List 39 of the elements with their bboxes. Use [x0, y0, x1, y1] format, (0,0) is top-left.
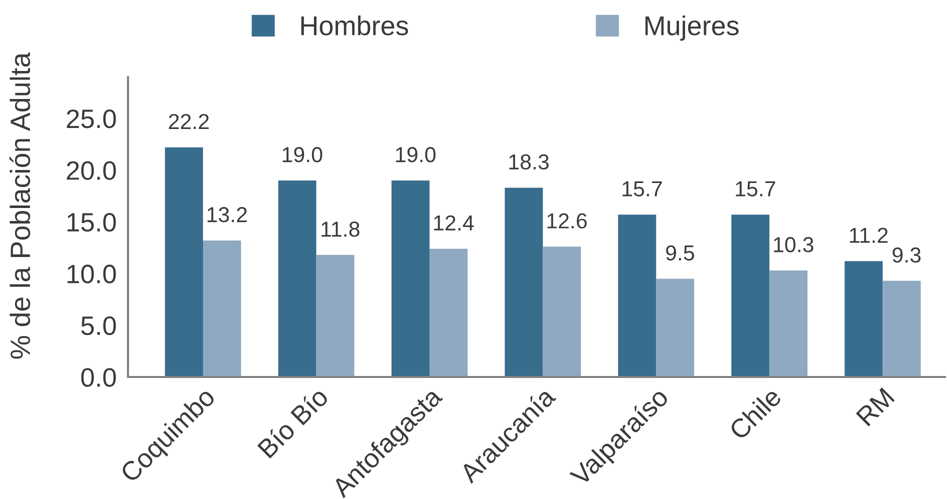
y-tick-label: 0.0	[81, 368, 116, 387]
data-label: 9.3	[892, 247, 921, 263]
y-tick-label: 10.0	[68, 264, 116, 284]
data-label: 10.3	[774, 237, 814, 252]
bar	[542, 246, 581, 377]
bar	[202, 240, 242, 377]
data-label: 12.4	[434, 215, 474, 230]
data-label: 15.7	[736, 181, 776, 196]
bar	[656, 278, 694, 377]
bar	[844, 261, 883, 377]
data-label: 15.7	[622, 181, 662, 196]
data-label: 19.0	[396, 147, 436, 162]
legend-label: Mujeres	[645, 15, 739, 41]
data-label: 13.2	[208, 207, 247, 222]
data-label: 11.2	[850, 228, 888, 243]
bar	[504, 188, 543, 377]
bar	[882, 280, 921, 377]
bar	[430, 248, 468, 377]
bar	[769, 270, 808, 377]
data-label: 18.3	[509, 154, 549, 170]
data-label: 22.2	[168, 114, 209, 129]
x-tick-label: Bío Bío	[256, 386, 330, 459]
y-tick-label: 5.0	[81, 316, 116, 336]
bar	[731, 214, 770, 377]
bar	[391, 180, 430, 377]
bar	[316, 254, 354, 377]
y-tick-label: 20.0	[66, 161, 116, 180]
legend-label: Hombres	[301, 15, 408, 36]
bar	[278, 180, 316, 377]
y-tick-label: 15.0	[68, 212, 116, 232]
bar	[164, 147, 203, 377]
bar	[618, 214, 656, 377]
x-tick-label: RM	[856, 388, 895, 426]
data-label: 11.8	[322, 222, 360, 237]
data-label: 9.5	[666, 245, 694, 261]
data-label: 19.0	[282, 147, 322, 162]
y-axis-title: % de la Población Adulta	[9, 52, 30, 359]
y-tick-label: 25.0	[66, 110, 116, 128]
data-label: 12.6	[547, 213, 587, 229]
